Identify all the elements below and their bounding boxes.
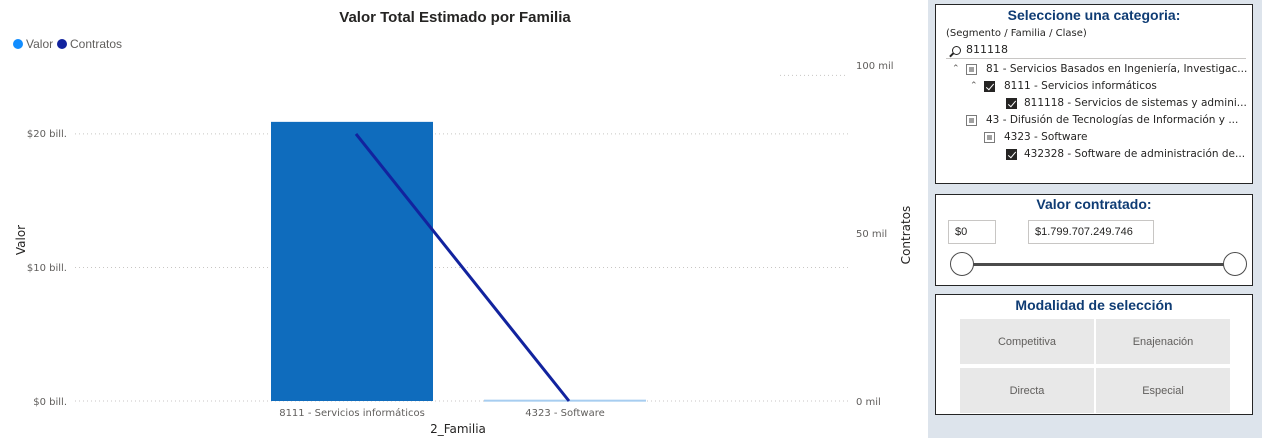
search-icon (952, 46, 961, 55)
checkbox-partial-icon[interactable] (984, 132, 995, 143)
min-value-input[interactable]: $0 (948, 220, 996, 244)
chart-title: Valor Total Estimado por Familia (339, 9, 571, 26)
category-search[interactable]: 811118 (946, 42, 1246, 59)
modalidad-competitiva-button[interactable]: Competitiva (960, 319, 1094, 364)
max-value-input[interactable]: $1.799.707.249.746 (1028, 220, 1154, 244)
range-slider-min-handle[interactable] (950, 252, 974, 276)
tree-item-label: 4323 - Software (1004, 131, 1088, 143)
range-slider-max-handle[interactable] (1223, 252, 1247, 276)
tree-item-family-4323[interactable]: 4323 - Software (970, 130, 1248, 147)
checkbox-partial-icon[interactable] (966, 64, 977, 75)
checkbox-checked-icon[interactable] (984, 81, 995, 92)
chart-visual[interactable]: Valor Total Estimado por Familia Valor C… (0, 0, 915, 438)
legend-label-valor[interactable]: Valor (26, 37, 53, 51)
right-axis-title: Contratos (899, 206, 913, 265)
x-tick-software: 4323 - Software (525, 408, 605, 419)
combo-chart[interactable]: Valor Total Estimado por Familia Valor C… (0, 0, 915, 438)
right-tick-50: 50 mil (856, 229, 887, 240)
tree-item-label: 432328 - Software de administración de..… (1024, 148, 1246, 160)
gridlines (75, 74, 848, 402)
right-tick-100: 100 mil (856, 61, 894, 72)
bar-servicios-informaticos[interactable] (271, 121, 433, 401)
bar-series-valor[interactable] (271, 121, 646, 402)
tree-item-segment-43[interactable]: 43 - Difusión de Tecnologías de Informac… (952, 113, 1248, 130)
modalidad-especial-button[interactable]: Especial (1096, 368, 1230, 413)
left-tick-0: $0 bill. (33, 397, 67, 408)
x-tick-servicios-informaticos: 8111 - Servicios informáticos (279, 407, 425, 419)
right-axis: 0 mil 50 mil 100 mil Contratos (856, 61, 913, 408)
tree-item-class-811118[interactable]: 811118 - Servicios de sistemas y admini.… (988, 96, 1248, 113)
tree-item-class-432328[interactable]: 432328 - Software de administración de..… (988, 147, 1248, 164)
modalidad-title: Modalidad de selección (1015, 297, 1173, 313)
line-series-contratos[interactable] (354, 133, 571, 402)
x-axis-title: 2_Familia (430, 422, 486, 436)
category-search-input[interactable]: 811118 (966, 43, 1008, 56)
left-tick-20: $20 bill. (27, 129, 67, 140)
bar-software[interactable] (484, 399, 646, 402)
tree-item-label: 43 - Difusión de Tecnologías de Informac… (986, 114, 1239, 126)
x-axis: 8111 - Servicios informáticos 4323 - Sof… (279, 407, 605, 436)
chevron-up-icon[interactable]: ⌃ (952, 64, 960, 74)
tree-item-label: 811118 - Servicios de sistemas y admini.… (1024, 97, 1247, 109)
checkbox-checked-icon[interactable] (1006, 149, 1017, 160)
tree-item-label: 8111 - Servicios informáticos (1004, 80, 1157, 92)
right-tick-0: 0 mil (856, 397, 881, 408)
left-axis-title: Valor (14, 225, 28, 255)
tree-item-label: 81 - Servicios Basados en Ingeniería, In… (986, 63, 1248, 75)
modalidad-slicer: Modalidad de selección Competitiva Enaje… (935, 294, 1253, 415)
category-slicer-title: Seleccione una categoria: (1007, 7, 1181, 23)
range-slider-track[interactable] (960, 263, 1236, 266)
tree-item-segment-81[interactable]: ⌃ 81 - Servicios Basados en Ingeniería, … (952, 62, 1248, 79)
category-slicer-subtitle: (Segmento / Familia / Clase) (946, 28, 1087, 39)
legend-marker-contratos (57, 39, 67, 49)
left-tick-10: $10 bill. (27, 263, 67, 274)
checkbox-checked-icon[interactable] (1006, 98, 1017, 109)
chevron-up-icon[interactable]: ⌃ (970, 81, 978, 91)
filters-panel: Seleccione una categoria: (Segmento / Fa… (928, 0, 1262, 438)
legend[interactable]: Valor Contratos (13, 37, 122, 51)
legend-label-contratos[interactable]: Contratos (70, 37, 122, 51)
left-axis: $0 bill. $10 bill. $20 bill. Valor (14, 129, 67, 408)
value-range-slicer: Valor contratado: $0 $1.799.707.249.746 (935, 194, 1253, 286)
modalidad-enajenacion-button[interactable]: Enajenación (1096, 319, 1230, 364)
modalidad-directa-button[interactable]: Directa (960, 368, 1094, 413)
line-contratos[interactable] (354, 133, 571, 402)
checkbox-partial-icon[interactable] (966, 115, 977, 126)
category-slicer: Seleccione una categoria: (Segmento / Fa… (935, 4, 1253, 184)
legend-marker-valor (13, 39, 23, 49)
value-slicer-title: Valor contratado: (1036, 196, 1152, 212)
tree-item-family-8111[interactable]: ⌃ 8111 - Servicios informáticos (970, 79, 1248, 96)
